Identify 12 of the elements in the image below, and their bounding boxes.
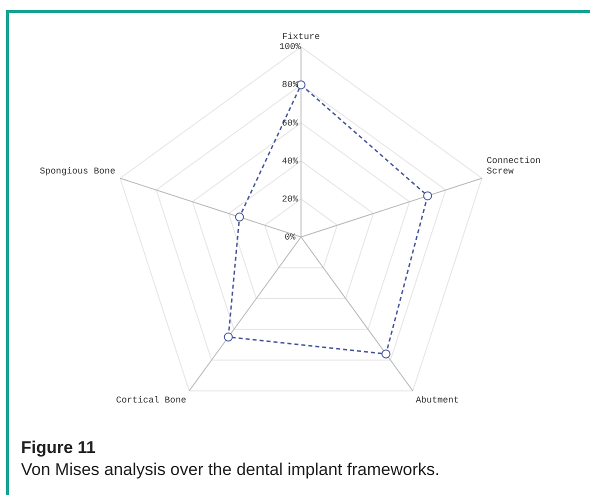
y-tick-label: 40% <box>282 156 299 166</box>
y-tick-label: 100% <box>279 42 302 52</box>
spoke-label: Abutment <box>416 396 459 406</box>
text: Figure 11 <box>21 438 96 458</box>
spoke-label: Fixture <box>282 32 320 42</box>
spoke-label: Cortical Bone <box>116 396 186 406</box>
spoke-label: Spongious Bone <box>40 166 116 177</box>
text: Von Mises analysis over the dental implant frameworks. <box>21 460 440 480</box>
spoke-label: Connection Screw <box>486 156 541 177</box>
y-tick-label: 60% <box>282 118 299 128</box>
y-tick-label: 0% <box>284 232 296 242</box>
y-tick-label: 20% <box>282 194 299 204</box>
